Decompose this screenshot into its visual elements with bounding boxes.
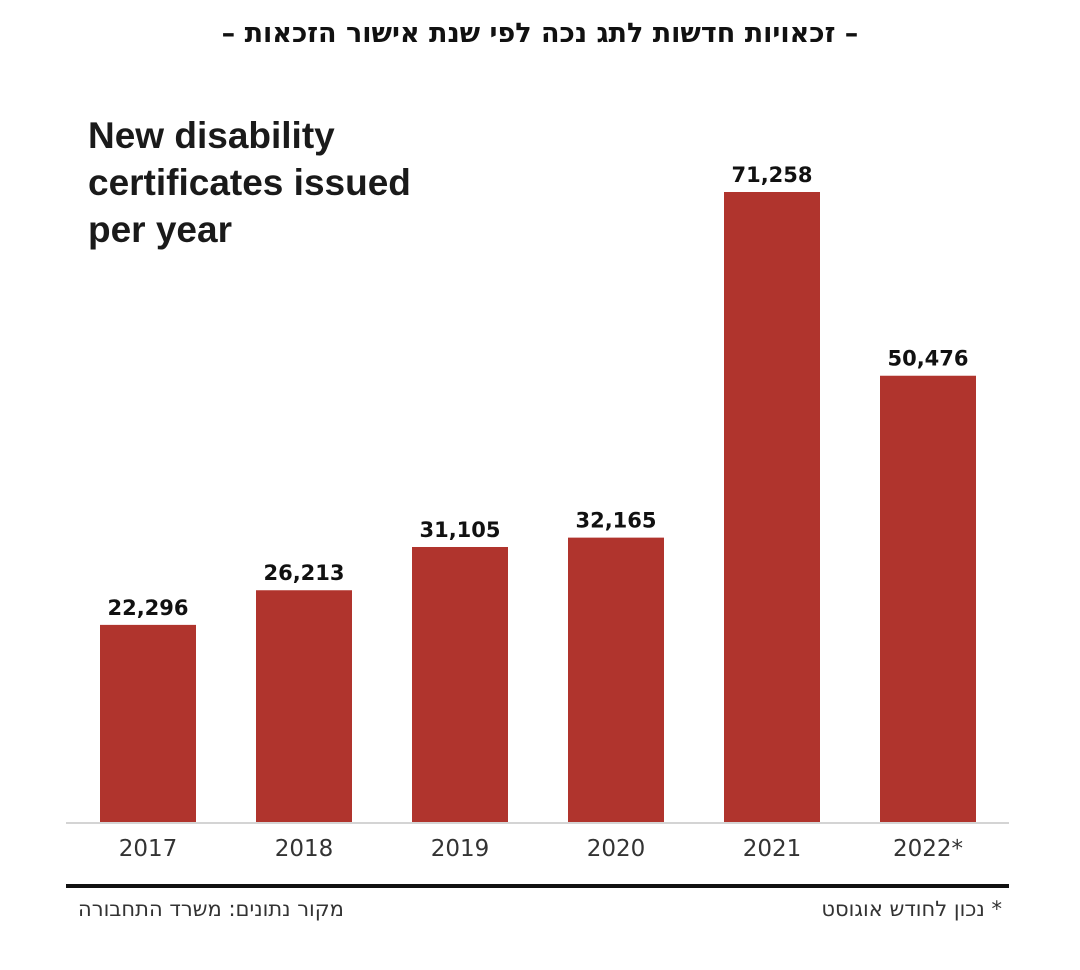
x-tick-labels-group: 2017 2018 2019 2020 2021 2022* [119,836,963,862]
x-tick-2019: 2019 [431,836,490,862]
x-tick-2017: 2017 [119,836,178,862]
value-label-2018: 26,213 [263,561,344,585]
x-tick-2021: 2021 [743,836,802,862]
value-label-2021: 71,258 [731,163,812,187]
x-tick-2022: 2022* [893,836,963,862]
bar-2018 [256,590,352,822]
chart-title: New disability certificates issued per y… [88,112,468,253]
x-tick-2018: 2018 [275,836,334,862]
chart-title-line-1: New disability [88,115,335,156]
value-label-2020: 32,165 [575,509,656,533]
chart-title-line-3: per year [88,209,232,250]
bar-2020 [568,537,664,822]
bar-2022 [880,375,976,822]
footer-note: * נכון לחודש אוגוסט [821,897,1002,921]
chart-title-line-2: certificates issued [88,162,411,203]
footer-rule [66,884,1009,888]
value-label-2017: 22,296 [107,596,188,620]
bar-2019 [412,546,508,822]
footer-source: מקור נתונים: משרד התחבורה [78,897,344,921]
bars-group [100,192,976,822]
value-label-2022: 50,476 [887,347,968,371]
bar-2021 [724,192,820,822]
value-label-2019: 31,105 [419,518,500,542]
hebrew-title: – זכאויות חדשות לתג נכה לפי שנת אישור הז… [221,18,859,49]
bar-2017 [100,624,196,822]
value-labels-group: 22,296 26,213 31,105 32,165 71,258 50,476 [107,163,968,620]
x-tick-2020: 2020 [587,836,646,862]
